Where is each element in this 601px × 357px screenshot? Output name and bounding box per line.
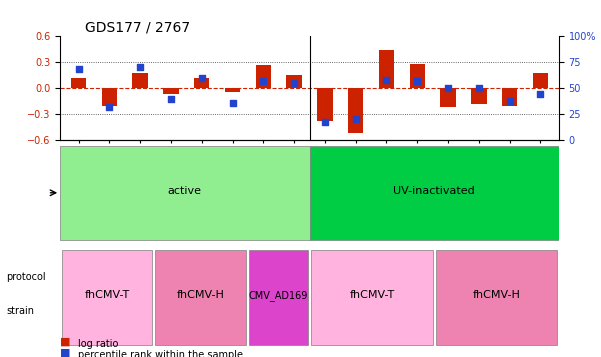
Bar xyxy=(163,88,178,94)
Text: ■: ■ xyxy=(60,347,70,357)
Bar xyxy=(71,77,87,88)
Text: fhCMV-T: fhCMV-T xyxy=(84,290,129,300)
Point xyxy=(258,78,268,84)
FancyBboxPatch shape xyxy=(249,250,308,345)
Bar xyxy=(441,88,456,107)
Point xyxy=(474,85,484,91)
FancyBboxPatch shape xyxy=(311,250,433,345)
FancyBboxPatch shape xyxy=(436,250,557,345)
Point xyxy=(135,64,145,70)
Text: strain: strain xyxy=(6,306,34,316)
Bar xyxy=(194,77,209,88)
FancyBboxPatch shape xyxy=(62,250,152,345)
Point xyxy=(320,119,330,125)
Bar xyxy=(532,73,548,88)
Text: GDS177 / 2767: GDS177 / 2767 xyxy=(85,21,190,35)
Text: fhCMV-H: fhCMV-H xyxy=(177,290,224,300)
Bar xyxy=(255,65,271,88)
FancyBboxPatch shape xyxy=(310,146,559,240)
Bar xyxy=(410,64,425,88)
Text: fhCMV-H: fhCMV-H xyxy=(472,290,520,300)
Point xyxy=(74,66,84,72)
Point xyxy=(289,80,299,86)
Text: protocol: protocol xyxy=(6,272,46,282)
Point xyxy=(105,104,114,110)
Bar xyxy=(379,50,394,88)
Point xyxy=(535,91,545,97)
Point xyxy=(197,75,207,80)
Point xyxy=(228,100,237,106)
Text: fhCMV-T: fhCMV-T xyxy=(349,290,394,300)
Bar xyxy=(471,88,487,104)
FancyBboxPatch shape xyxy=(155,250,246,345)
Bar xyxy=(225,88,240,92)
Bar xyxy=(502,88,517,106)
Bar xyxy=(348,88,364,134)
Point xyxy=(505,98,514,104)
Text: UV-inactivated: UV-inactivated xyxy=(393,186,475,196)
Text: log ratio: log ratio xyxy=(78,339,118,349)
Point xyxy=(166,96,175,101)
Text: active: active xyxy=(168,186,202,196)
Point xyxy=(412,78,422,84)
Bar xyxy=(317,88,332,121)
Text: CMV_AD169: CMV_AD169 xyxy=(249,290,308,301)
Point xyxy=(382,77,391,82)
Text: percentile rank within the sample: percentile rank within the sample xyxy=(78,350,243,357)
Bar xyxy=(132,73,148,88)
Bar xyxy=(287,75,302,88)
FancyBboxPatch shape xyxy=(60,146,310,240)
Bar xyxy=(102,88,117,106)
Point xyxy=(351,117,361,122)
Point xyxy=(444,85,453,91)
Text: ■: ■ xyxy=(60,337,70,347)
